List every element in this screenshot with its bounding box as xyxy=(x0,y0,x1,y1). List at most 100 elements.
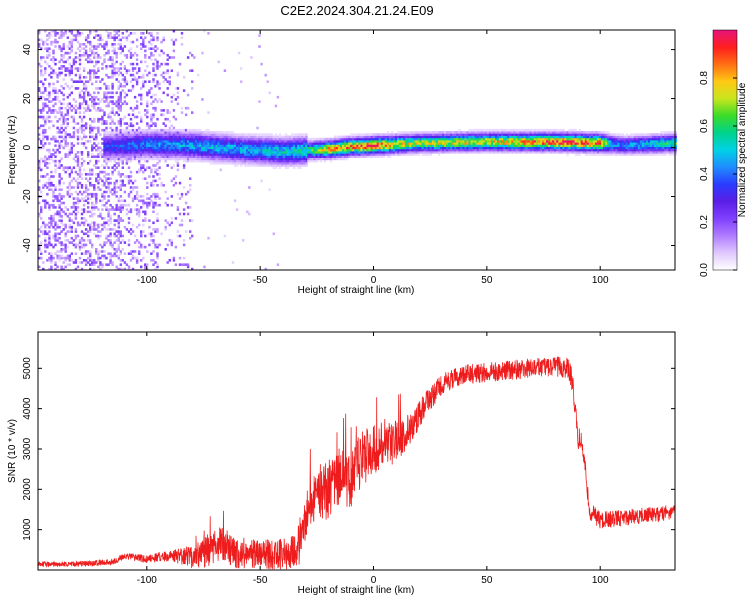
spectrogram-cell xyxy=(519,148,522,152)
spectrogram-cell xyxy=(123,115,127,119)
spectrogram-cell xyxy=(150,117,153,121)
spectrogram-cell xyxy=(48,241,51,244)
spectrogram-cell xyxy=(529,144,533,147)
spectrogram-cell xyxy=(497,135,500,139)
spectrogram-cell xyxy=(109,56,112,59)
spectrogram-cell xyxy=(315,146,318,150)
spectrogram-cell xyxy=(240,164,243,167)
spectrogram-cell xyxy=(435,144,439,147)
spectrogram-cell xyxy=(186,263,190,266)
spectrogram-cell xyxy=(211,159,214,163)
spectrogram-cell xyxy=(82,252,86,255)
spectrogram-cell xyxy=(288,142,292,145)
spectrogram-cell xyxy=(140,259,143,262)
spectrogram-cell xyxy=(431,137,435,141)
spectrogram-cell xyxy=(280,162,284,165)
spectrogram-cell xyxy=(205,157,208,161)
spectrogram-cell xyxy=(109,228,112,231)
spectrogram-cell xyxy=(372,155,375,158)
spectrogram-cell xyxy=(227,153,231,156)
spectrogram-cell xyxy=(146,263,149,266)
spectrogram-cell xyxy=(109,234,112,238)
spectrogram-cell xyxy=(60,241,63,244)
spectrogram-cell xyxy=(209,133,212,136)
spectrogram-cell xyxy=(268,188,271,191)
spectrogram-cell xyxy=(121,148,124,152)
spectrogram-cell xyxy=(135,192,139,196)
spectrogram-cell xyxy=(56,250,59,253)
spectrogram-cell xyxy=(58,256,61,260)
spectrogram-cell xyxy=(38,80,41,83)
spectrogram-cell xyxy=(278,133,282,136)
spectrogram-cell xyxy=(91,120,94,123)
spectrogram-cell xyxy=(176,155,180,158)
spectrogram-cell xyxy=(395,148,398,152)
spectrogram-cell xyxy=(138,214,141,218)
spectrogram-cell xyxy=(119,241,122,244)
spectrogram-cell xyxy=(295,133,298,136)
spectrogram-cell xyxy=(133,142,137,145)
spectrogram-cell xyxy=(176,230,180,233)
spectrogram-cell xyxy=(125,36,129,39)
spectrogram-cell xyxy=(74,259,78,262)
spectrogram-cell xyxy=(164,62,167,66)
spectrogram-cell xyxy=(74,217,78,220)
spectrogram-cell xyxy=(488,137,492,141)
spectrogram-cell xyxy=(107,91,110,95)
spectrogram-cell xyxy=(95,102,98,106)
spectrogram-cell xyxy=(131,133,135,136)
spectrogram-cell xyxy=(348,137,351,141)
spectrogram-cell xyxy=(207,135,210,139)
spectrogram-cell xyxy=(58,135,61,139)
spectrogram-cell xyxy=(93,192,96,196)
spectrogram-cell xyxy=(152,62,155,66)
spectrogram-cell xyxy=(439,135,443,139)
spectrogram-cell xyxy=(182,135,186,139)
spectrogram-cell xyxy=(99,256,102,260)
spectrogram-cell xyxy=(297,146,300,150)
spectrogram-cell xyxy=(156,168,159,172)
spectrogram-cell xyxy=(268,144,271,147)
spectrogram-cell xyxy=(490,142,494,145)
spectrogram-cell xyxy=(360,153,363,156)
spectrogram-cell xyxy=(337,146,341,150)
spectrogram-cell xyxy=(270,159,273,163)
spectrogram-cell xyxy=(270,155,273,158)
spectrogram-cell xyxy=(105,148,108,152)
spectrogram-cell xyxy=(397,140,400,143)
spectrogram-cell xyxy=(458,144,461,147)
spectrogram-cell xyxy=(199,153,202,156)
spectrogram-cell xyxy=(413,142,416,145)
spectrogram-cell xyxy=(62,93,65,97)
spectrogram-cell xyxy=(274,162,278,165)
spectrogram-cell xyxy=(58,151,61,154)
spectrogram-cell xyxy=(297,135,300,139)
spectrogram-cell xyxy=(201,137,204,141)
spectrogram-cell xyxy=(115,140,118,143)
spectrogram-cell xyxy=(184,131,188,134)
spectrogram-cell xyxy=(56,120,59,123)
spectrogram-cell xyxy=(176,146,180,150)
spectrogram-cell xyxy=(46,232,49,236)
spectrogram-cell xyxy=(221,148,224,152)
spectrogram-cell xyxy=(144,137,147,141)
spectrogram-cell xyxy=(66,155,69,158)
spectrogram-cell xyxy=(121,259,124,262)
spectrogram-cell xyxy=(111,69,114,72)
spectrogram-cell xyxy=(105,208,108,211)
spectrogram-cell xyxy=(203,133,206,136)
spectrogram-cell xyxy=(284,166,288,169)
spectrogram-cell xyxy=(158,140,161,143)
spectrogram-cell xyxy=(172,146,176,150)
spectrogram-cell xyxy=(125,212,129,216)
spectrogram-cell xyxy=(142,82,145,86)
spectrogram-cell xyxy=(115,131,118,134)
spectrogram-cell xyxy=(105,126,108,130)
spectrogram-cell xyxy=(433,144,437,147)
spectrogram-cell xyxy=(442,133,445,136)
spectrogram-cell xyxy=(193,142,196,145)
spectrogram-cell xyxy=(284,151,288,154)
spectrogram-cell xyxy=(444,146,447,150)
spectrogram-cell xyxy=(148,71,151,75)
spectrogram-cell xyxy=(180,144,184,147)
